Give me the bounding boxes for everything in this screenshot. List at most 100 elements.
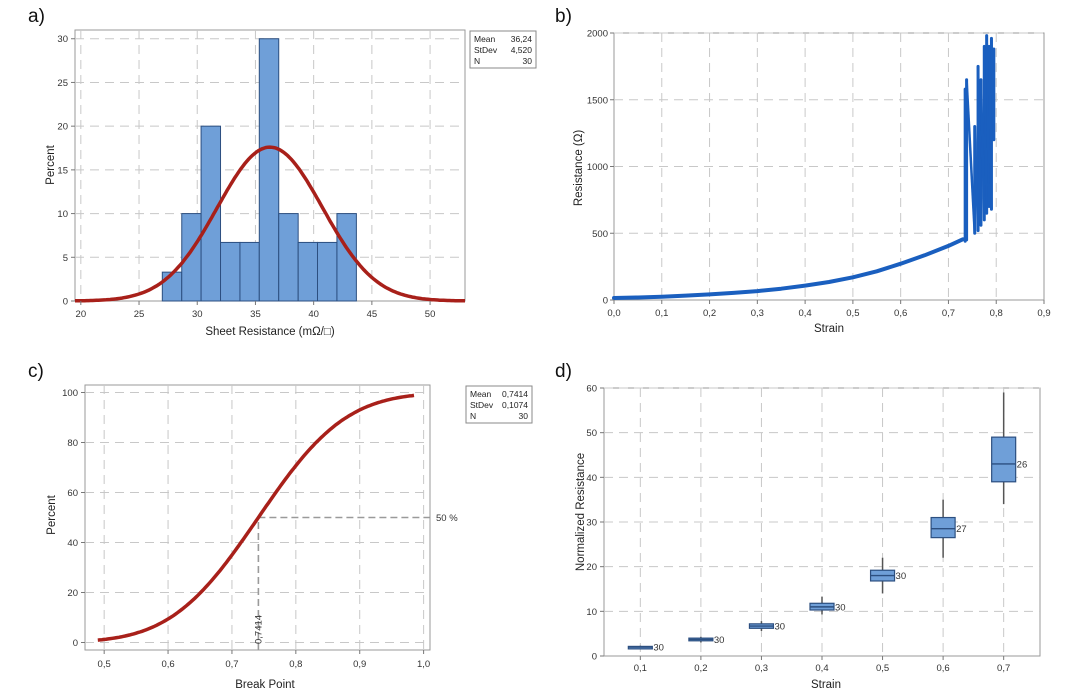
panel-c-stat-label: Mean [470,389,492,399]
panel-b-x-tick-label: 0,1 [655,308,668,319]
panel-c-stats-frame [465,385,533,424]
panel-b-y-tick-label: 0 [603,296,608,307]
panel-a-normal-fit-curve [75,145,465,303]
panel-a-bar [239,241,260,302]
panel-a-stat-label: N [474,56,480,66]
panel-b-x-tick-label: 0,0 [607,308,620,319]
panel-c-x-tick-label: 0,8 [289,659,302,670]
panel-b-x-axis-title: Strain [814,323,844,335]
panel-b-spike-link [979,79,986,220]
panel-b-grid [614,32,1044,300]
panel-c-x-tick-label: 0,9 [353,659,366,670]
panel-b-spike-link [990,38,996,140]
panel-c-cdf-curve [97,393,415,642]
panel-a-bar [200,125,222,302]
panel-c-label: c) [28,361,44,382]
panel-a-bar [278,213,299,302]
panel-a-y-tick-label: 5 [63,253,68,264]
panel-d-y-axis-title: Normalized Resistance [575,453,587,571]
panel-a-x-tick-label: 45 [367,309,378,320]
panel-d-count-label: 26 [1017,459,1028,470]
panel-c-y-tick-label: 100 [62,388,78,399]
panel-d-count-label: 30 [774,622,785,633]
panel-c-stat-value: 30 [519,411,529,421]
panel-c-x-tick-label: 0,7 [225,659,238,670]
panel-a-x-ticks: 20 25 30 35 40 45 50 [76,301,436,320]
panel-a-stats-box: Mean 36,24 StDev 4,520 N 30 [469,30,537,69]
panel-a-bar [258,38,280,302]
panel-d-y-tick-label: 40 [586,473,597,484]
panel-b-x-tick-label: 0,9 [1037,308,1050,319]
panel-d-y-tick-label: 30 [586,518,597,529]
panel-a-x-tick-label: 35 [250,309,261,320]
panel-a-y-tick-label: 20 [57,122,68,133]
panel-b-spike-link [983,46,988,214]
panel-b-spike-link [973,126,980,231]
panel-c-stat-label: N [470,411,476,421]
panel-d-x-tick-label: 0,1 [634,663,647,674]
panel-b-y-tick-label: 1500 [587,95,608,106]
panel-c-y-ticks: 0 20 40 60 80 100 [62,388,85,649]
panel-a-y-axis-title: Percent [45,144,57,184]
panel-b-x-tick-label: 0,5 [846,308,859,319]
panel-b-x-ticks: 0,0 0,1 0,2 0,3 0,4 0,5 0,6 0,7 0,8 0,9 [607,300,1051,319]
panel-a-stat-value: 36,24 [511,34,533,44]
panel-b-x-tick-label: 0,6 [894,308,907,319]
panel-a-bars [161,38,357,302]
panel-c-y-tick-label: 20 [67,588,78,599]
panel-c-stat-value: 0,1074 [502,400,528,410]
panel-c-reference-value-label: 0,7414 [253,615,264,644]
panel-c-y-tick-label: 40 [67,538,78,549]
panel-d-y-tick-label: 20 [586,562,597,573]
panel-d-x-tick-label: 0,3 [755,663,768,674]
panel-a-y-tick-label: 0 [63,297,68,308]
panel-a-x-tick-label: 25 [134,309,145,320]
panel-c-y-tick-label: 80 [67,438,78,449]
panel-c-grid [85,385,430,650]
panel-a-bar [220,241,241,302]
panel-d-x-ticks: 0,1 0,2 0,3 0,4 0,5 0,6 0,7 [634,656,1010,674]
panel-a-stat-value: 4,520 [511,45,533,55]
panel-a-x-tick-label: 50 [425,309,436,320]
panel-d-label: d) [555,361,572,382]
panel-a-bar [297,241,318,302]
panel-b-spike-link [963,89,968,240]
panel-c-y-axis-title: Percent [46,494,58,534]
panel-b-resistance-line [612,237,965,300]
panel-c-x-axis-title: Break Point [235,679,295,691]
panel-a-stat-value: 30 [523,56,533,66]
panel-d-x-axis-title: Strain [811,679,841,691]
panel-d-grid [604,387,1040,656]
panel-d-y-tick-label: 0 [592,652,597,663]
panel-c-x-tick-label: 0,6 [161,659,174,670]
panel-a-y-tick-label: 15 [57,165,68,176]
panel-c-y-tick-label: 0 [73,638,78,649]
panel-a-bar [336,213,357,302]
panel-a-label: a) [28,6,45,27]
panel-d-y-tick-label: 60 [586,384,597,395]
panel-d-boxes: 30 30 30 30 30 27 26 [627,392,1028,654]
panel-b-spike-link [965,79,976,234]
panel-b-x-tick-label: 0,2 [703,308,716,319]
panel-a-stats-frame [469,30,537,69]
panel-c-stat-value: 0,7414 [502,389,528,399]
panel-a-y-ticks: 0 5 10 15 20 25 30 [57,34,75,308]
panel-b-spike-link [985,35,991,207]
panel-b-y-tick-label: 500 [592,229,608,240]
panel-b-x-tick-label: 0,4 [799,308,812,319]
panel-b-y-axis-title: Resistance (Ω) [573,130,585,207]
panel-c-reference-percent-label: 50 % [436,513,458,524]
panel-b-x-tick-label: 0,7 [942,308,955,319]
panel-d-x-tick-label: 0,4 [815,663,828,674]
panel-b-spike-link [987,46,993,210]
panel-d-x-tick-label: 0,6 [937,663,950,674]
panel-d-box [930,516,956,539]
panel-a-x-tick-label: 30 [192,309,203,320]
panel-d-x-tick-label: 0,7 [997,663,1010,674]
panel-b-spike-link [976,66,983,226]
panel-b-y-tick-label: 1000 [587,162,608,173]
